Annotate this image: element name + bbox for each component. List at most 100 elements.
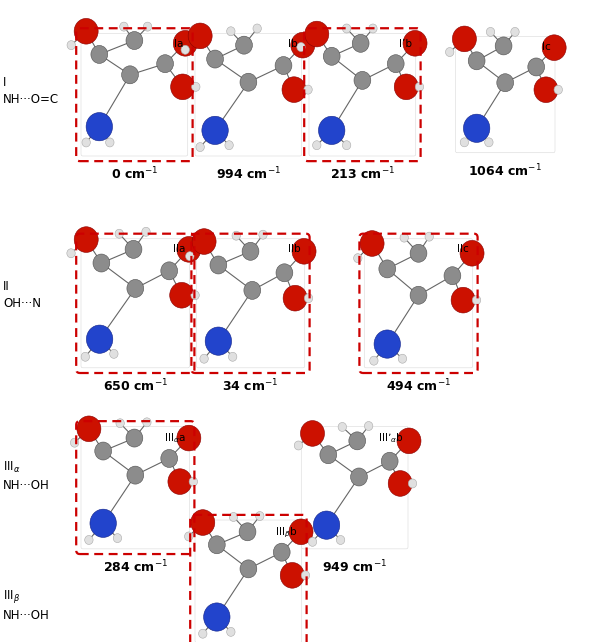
Circle shape xyxy=(81,352,89,361)
Circle shape xyxy=(291,32,315,58)
Circle shape xyxy=(210,256,227,274)
Circle shape xyxy=(349,432,365,450)
Circle shape xyxy=(353,254,362,263)
Text: 949 cm$^{-1}$: 949 cm$^{-1}$ xyxy=(322,559,387,575)
Circle shape xyxy=(463,114,490,143)
Circle shape xyxy=(127,279,144,297)
Circle shape xyxy=(408,479,416,488)
Circle shape xyxy=(472,295,481,305)
Circle shape xyxy=(191,82,200,91)
Circle shape xyxy=(304,293,313,302)
Text: 650 cm$^{-1}$: 650 cm$^{-1}$ xyxy=(103,377,168,394)
Circle shape xyxy=(170,282,194,308)
Text: 494 cm$^{-1}$: 494 cm$^{-1}$ xyxy=(386,377,451,394)
Circle shape xyxy=(511,28,519,37)
Circle shape xyxy=(374,330,400,358)
Text: 994 cm$^{-1}$: 994 cm$^{-1}$ xyxy=(216,166,281,182)
Circle shape xyxy=(451,288,475,313)
Text: I’b: I’b xyxy=(398,39,412,49)
Circle shape xyxy=(177,236,201,262)
Circle shape xyxy=(127,466,144,484)
Circle shape xyxy=(191,510,215,535)
Circle shape xyxy=(203,603,230,631)
Circle shape xyxy=(403,30,427,56)
Text: 0 cm$^{-1}$: 0 cm$^{-1}$ xyxy=(110,166,158,182)
Circle shape xyxy=(95,442,112,460)
Circle shape xyxy=(244,281,260,299)
Circle shape xyxy=(497,74,514,92)
Circle shape xyxy=(126,31,143,49)
Circle shape xyxy=(185,532,193,541)
Circle shape xyxy=(206,50,223,68)
Circle shape xyxy=(157,55,173,73)
Circle shape xyxy=(446,48,454,56)
Circle shape xyxy=(319,116,345,144)
Circle shape xyxy=(554,85,562,94)
Circle shape xyxy=(542,35,566,60)
Circle shape xyxy=(143,22,152,31)
Circle shape xyxy=(487,28,495,37)
Text: 284 cm$^{-1}$: 284 cm$^{-1}$ xyxy=(103,559,168,575)
FancyBboxPatch shape xyxy=(81,426,190,549)
Circle shape xyxy=(444,266,461,284)
Circle shape xyxy=(313,511,340,539)
Circle shape xyxy=(369,24,377,33)
Circle shape xyxy=(177,425,201,451)
Circle shape xyxy=(181,46,190,55)
Circle shape xyxy=(301,421,325,446)
Circle shape xyxy=(188,23,212,49)
Circle shape xyxy=(259,230,267,239)
Circle shape xyxy=(289,519,313,544)
Text: I
NH···O=C: I NH···O=C xyxy=(3,76,59,106)
Circle shape xyxy=(276,264,293,282)
Circle shape xyxy=(274,543,290,561)
Circle shape xyxy=(495,37,512,55)
Circle shape xyxy=(304,85,312,94)
Circle shape xyxy=(360,230,384,256)
FancyBboxPatch shape xyxy=(309,33,416,156)
Circle shape xyxy=(452,26,476,52)
Circle shape xyxy=(199,629,207,638)
FancyBboxPatch shape xyxy=(81,239,190,368)
Circle shape xyxy=(240,73,257,91)
FancyBboxPatch shape xyxy=(364,239,473,368)
Circle shape xyxy=(350,468,367,486)
Circle shape xyxy=(308,537,317,546)
Circle shape xyxy=(142,227,150,236)
Text: 213 cm$^{-1}$: 213 cm$^{-1}$ xyxy=(330,166,395,182)
Circle shape xyxy=(185,252,194,261)
Circle shape xyxy=(77,416,101,442)
Circle shape xyxy=(394,74,418,100)
Circle shape xyxy=(275,56,292,74)
Circle shape xyxy=(364,422,373,431)
Circle shape xyxy=(256,512,264,521)
Circle shape xyxy=(143,418,151,427)
Circle shape xyxy=(425,232,433,241)
Circle shape xyxy=(125,240,142,258)
Circle shape xyxy=(352,34,369,52)
Circle shape xyxy=(343,141,351,150)
FancyBboxPatch shape xyxy=(301,426,408,549)
Circle shape xyxy=(205,327,232,355)
Text: III$_{\beta}$
NH···OH: III$_{\beta}$ NH···OH xyxy=(3,588,50,621)
Circle shape xyxy=(74,227,98,252)
Circle shape xyxy=(113,534,122,542)
Circle shape xyxy=(200,354,208,363)
Text: IIb: IIb xyxy=(288,244,301,254)
Text: III$_{\alpha}$a: III$_{\alpha}$a xyxy=(164,431,185,445)
Circle shape xyxy=(232,231,241,240)
Circle shape xyxy=(161,262,178,280)
Circle shape xyxy=(86,112,113,141)
Text: III$_{\beta}$b: III$_{\beta}$b xyxy=(275,525,298,539)
Circle shape xyxy=(161,449,178,467)
Circle shape xyxy=(320,446,337,464)
Circle shape xyxy=(67,40,76,49)
Circle shape xyxy=(323,48,340,65)
Circle shape xyxy=(225,141,233,150)
Circle shape xyxy=(229,512,238,521)
Text: IIc: IIc xyxy=(457,244,469,254)
Circle shape xyxy=(119,22,128,31)
Circle shape xyxy=(388,55,404,73)
Circle shape xyxy=(91,46,108,64)
Text: Ic: Ic xyxy=(542,42,551,52)
